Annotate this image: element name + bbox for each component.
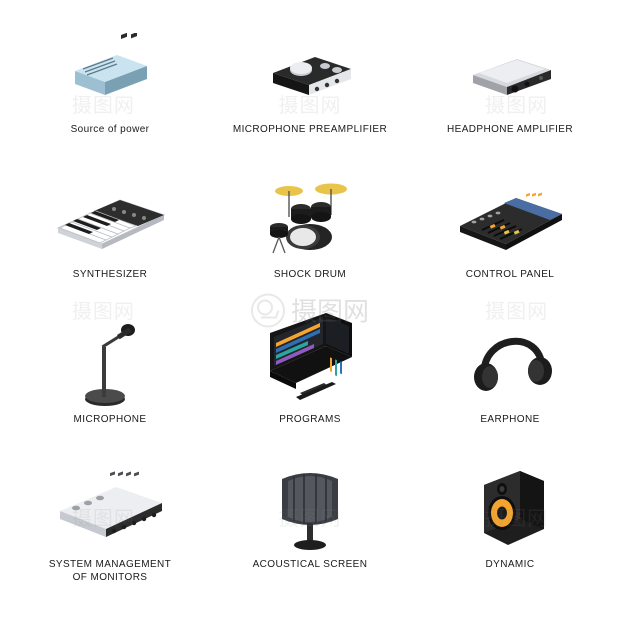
programs-icon xyxy=(250,318,370,408)
acoustical-screen-icon xyxy=(250,463,370,553)
control-panel-label: CONTROL PANEL xyxy=(466,269,555,282)
acoustical-screen-label: ACOUSTICAL SCREEN xyxy=(253,559,368,572)
cell-headphone-amp: HEADPHONE AMPLIFIER xyxy=(410,20,610,165)
cell-control-panel: CONTROL PANEL xyxy=(410,165,610,310)
equipment-grid: Source of power MICROPHONE PREAMPLIFIER xyxy=(0,0,620,620)
headphone-amp-icon xyxy=(450,28,570,118)
cell-system-management: SYSTEM MANAGEMENT OF MONITORS xyxy=(10,455,210,600)
earphone-label: EARPHONE xyxy=(480,414,539,427)
control-panel-icon xyxy=(450,173,570,263)
microphone-icon xyxy=(50,318,170,408)
earphone-icon xyxy=(450,318,570,408)
mic-preamp-label: MICROPHONE PREAMPLIFIER xyxy=(233,124,387,137)
cell-earphone: EARPHONE xyxy=(410,310,610,455)
microphone-label: MICROPHONE xyxy=(74,414,147,427)
dynamic-icon xyxy=(450,463,570,553)
synthesizer-label: SYNTHESIZER xyxy=(73,269,147,282)
power-source-icon xyxy=(50,28,170,118)
system-management-icon xyxy=(50,463,170,553)
synthesizer-icon xyxy=(50,173,170,263)
cell-mic-preamp: MICROPHONE PREAMPLIFIER xyxy=(210,20,410,165)
cell-dynamic: DYNAMIC xyxy=(410,455,610,600)
headphone-amp-label: HEADPHONE AMPLIFIER xyxy=(447,124,573,137)
cell-microphone: MICROPHONE xyxy=(10,310,210,455)
cell-programs: PROGRAMS xyxy=(210,310,410,455)
shock-drum-label: SHOCK DRUM xyxy=(274,269,346,282)
cell-acoustical-screen: ACOUSTICAL SCREEN xyxy=(210,455,410,600)
dynamic-label: DYNAMIC xyxy=(486,559,535,572)
power-source-label: Source of power xyxy=(71,124,150,137)
mic-preamp-icon xyxy=(250,28,370,118)
cell-power-source: Source of power xyxy=(10,20,210,165)
programs-label: PROGRAMS xyxy=(279,414,341,427)
shock-drum-icon xyxy=(250,173,370,263)
cell-synthesizer: SYNTHESIZER xyxy=(10,165,210,310)
system-management-label: SYSTEM MANAGEMENT OF MONITORS xyxy=(49,559,171,584)
cell-shock-drum: SHOCK DRUM xyxy=(210,165,410,310)
